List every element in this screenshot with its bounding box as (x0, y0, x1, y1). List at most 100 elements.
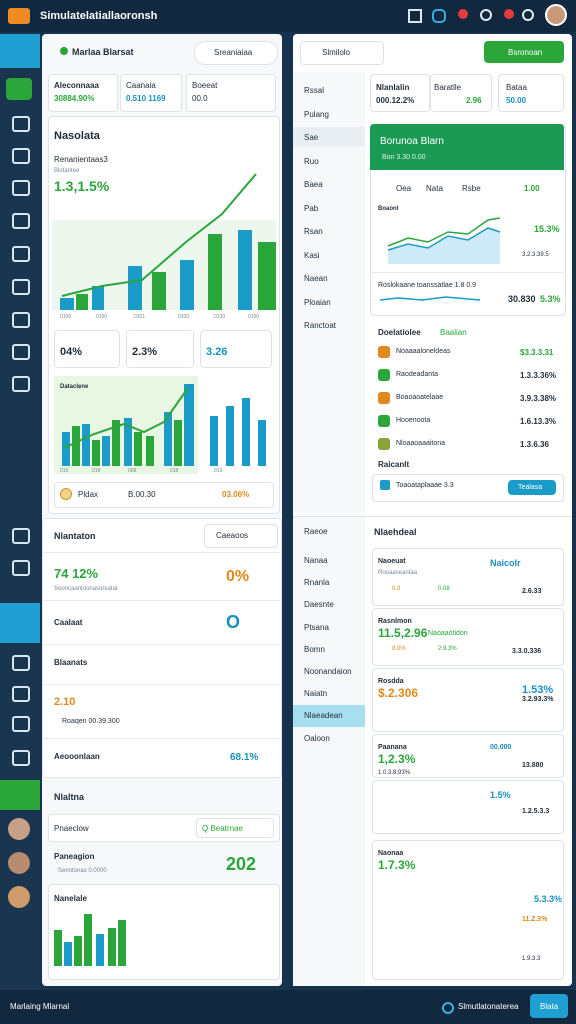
stat-label: Caanaia (126, 81, 156, 90)
divider (293, 516, 572, 517)
row-value: $3.3.3.31 (520, 348, 554, 357)
section-title: Nlaehdeal (374, 527, 417, 537)
item-subtitle: Roaqen 00.39.300 (62, 718, 120, 725)
nav-item[interactable]: Baea (304, 180, 323, 189)
icon[interactable] (480, 9, 492, 21)
nav-item[interactable]: Pulang (304, 109, 329, 119)
action-button[interactable] (508, 480, 556, 495)
ticker[interactable] (54, 482, 274, 508)
nav-item[interactable]: Ptsana (304, 622, 329, 632)
nav-item[interactable]: Rnanla (304, 578, 330, 588)
axis-label: 0130 (214, 314, 226, 320)
sidebar-icon[interactable] (12, 655, 30, 671)
sidebar-active[interactable] (0, 34, 40, 68)
nav-item[interactable]: Sae (304, 133, 319, 142)
sidebar-icon[interactable] (12, 560, 30, 576)
nav-item[interactable]: Daesnte (304, 600, 334, 610)
avatar[interactable] (8, 818, 30, 840)
tab[interactable]: Rsbe (462, 184, 481, 193)
card-tag: Naoaaotidon (428, 630, 468, 637)
tab[interactable]: Nata (426, 184, 443, 193)
sidebar-item[interactable] (6, 78, 32, 100)
search[interactable] (194, 41, 278, 65)
nav-item[interactable]: Oaloon (304, 733, 330, 743)
sidebar-icon[interactable] (12, 246, 30, 262)
avatar[interactable] (545, 4, 567, 26)
avatar[interactable] (8, 886, 30, 908)
tab-title[interactable]: Marlaa Blarsat (60, 47, 134, 57)
item-title: Caalaat (54, 618, 83, 627)
sidebar-icon[interactable] (12, 344, 30, 360)
nav-item[interactable]: Nanaa (304, 556, 328, 565)
action-title: Raicanlt (378, 460, 410, 469)
search-text: Sreaniaiaa (214, 48, 253, 57)
primary-button[interactable] (484, 41, 564, 63)
card-sub: 1.0.3.8.93% (378, 770, 411, 776)
stat-value: 50.00 (506, 96, 527, 105)
sidebar-icon[interactable] (12, 376, 30, 392)
row-label: Raodeadanta (396, 371, 439, 378)
sidebar-icon[interactable] (12, 686, 30, 702)
select[interactable] (204, 524, 278, 548)
nav-item[interactable]: Rssal (304, 86, 325, 95)
notification-icon[interactable] (458, 9, 468, 19)
icon[interactable] (522, 9, 534, 21)
sidebar-icon[interactable] (12, 750, 30, 766)
sidebar-icon[interactable] (12, 716, 30, 732)
nav-item[interactable]: Naean (304, 274, 328, 283)
divider (42, 552, 280, 553)
icon[interactable] (504, 9, 514, 19)
nav-item[interactable]: Bomn (304, 644, 325, 654)
tab-label: Marlaa Blarsat (72, 47, 134, 57)
card-side-value: 1.53% (522, 684, 554, 696)
nav-highlight[interactable] (293, 127, 365, 147)
mini-stat-value: 2.3% (132, 346, 158, 358)
sidebar-icon[interactable] (12, 312, 30, 328)
footer-right: Slmutlatonaterea (458, 1002, 519, 1011)
decorative-chart (54, 914, 126, 966)
nav-item[interactable]: Kasi (304, 250, 320, 260)
hero-title: Borunoa Blarn (380, 136, 444, 147)
item-title: 2.10 (54, 696, 76, 708)
nav-item[interactable]: Rsan (304, 227, 323, 236)
sidebar-icon[interactable] (12, 180, 30, 196)
footer-button[interactable] (530, 994, 568, 1018)
sidebar-icon[interactable] (12, 213, 30, 229)
nav-item[interactable]: Naiatn (304, 689, 328, 699)
list-title: Doelatiolee (378, 328, 421, 337)
avatar[interactable] (8, 852, 30, 874)
stat-label: Boeeat (192, 81, 218, 90)
search[interactable] (300, 41, 384, 65)
nav-item[interactable]: Ploaian (304, 297, 331, 307)
sidebar-icon[interactable] (12, 279, 30, 295)
item-title: Blaanats (54, 658, 88, 667)
nav-item[interactable]: Ranctoat (304, 321, 337, 330)
tab[interactable]: Oea (396, 184, 412, 193)
button-text: Bsronoan (508, 48, 543, 57)
card-a: 0.3 (392, 586, 401, 592)
decorative-combo-chart (54, 376, 266, 474)
total-change: 5.3% (540, 294, 561, 304)
stat-label: Bataa (506, 83, 527, 92)
axis-label: 008 (128, 468, 137, 474)
sidebar-icon[interactable] (12, 528, 30, 544)
icon[interactable] (432, 9, 446, 23)
stat-card (48, 74, 118, 112)
sidebar-icon[interactable] (12, 148, 30, 164)
decorative-sparkline (379, 296, 481, 301)
nav-item[interactable]: Nlaeadean (304, 711, 343, 721)
axis-label: 0100 (96, 314, 108, 320)
sidebar-active[interactable] (0, 603, 40, 643)
sidebar-active[interactable] (0, 780, 40, 810)
nav-item[interactable]: Pab (304, 203, 319, 213)
nav-item[interactable]: Ruo (304, 156, 319, 166)
card-value: 1.7.3% (378, 858, 416, 872)
section-card (372, 608, 564, 666)
select[interactable] (196, 818, 274, 838)
select-text: Caeaoos (216, 531, 249, 540)
nav-highlight[interactable] (293, 705, 365, 728)
row-value: 3.9.3.38% (520, 394, 557, 403)
divider (42, 644, 280, 645)
sidebar-icon[interactable] (12, 116, 30, 132)
nav-item[interactable]: Noonandaion (304, 667, 352, 676)
